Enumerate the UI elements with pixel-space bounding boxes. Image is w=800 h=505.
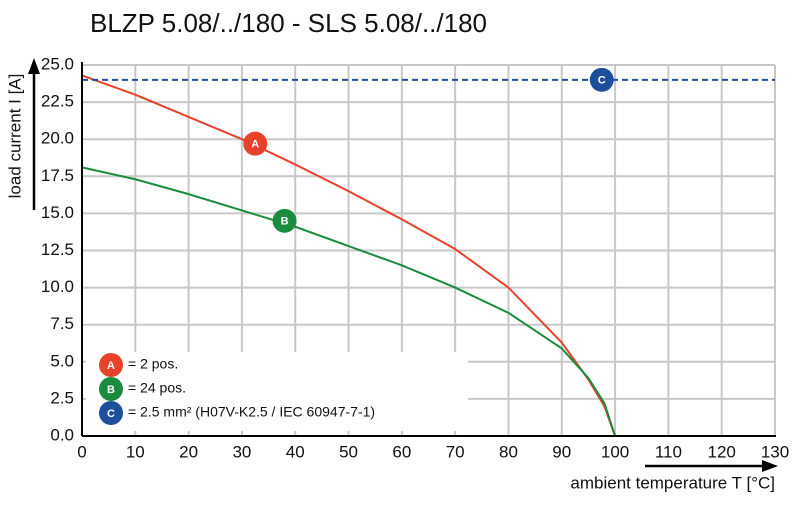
x-tick-label: 0: [77, 442, 86, 461]
curve: [81, 166, 617, 437]
y-tick-label: 25.0: [41, 54, 74, 73]
y-tick-label: 15.0: [41, 203, 74, 222]
legend-label: = 2.5 mm² (H07V-K2.5 / IEC 60947-7-1): [128, 404, 375, 420]
x-tick-label: 30: [232, 442, 251, 461]
x-tick-label: 110: [655, 442, 682, 461]
badge: [243, 131, 268, 156]
y-axis-label: load current I [A]: [5, 74, 24, 199]
axes: [28, 58, 778, 472]
legend-label: = 24 pos.: [128, 380, 186, 396]
x-tick-label: 100: [601, 442, 629, 461]
badge-label: A: [251, 139, 259, 151]
y-tick-label: 2.5: [50, 388, 74, 407]
legend-label: = 2 pos.: [128, 356, 178, 372]
y-tick-label: 10.0: [41, 277, 74, 296]
badge-label: C: [107, 408, 115, 420]
x-tick-label: 20: [179, 442, 198, 461]
x-tick-label: 130: [761, 442, 789, 461]
x-arrow-head: [762, 460, 778, 472]
y-tick-label: 0.0: [50, 425, 74, 444]
badge-label: C: [598, 75, 606, 87]
y-tick-label: 5.0: [50, 351, 74, 370]
x-tick-label: 50: [339, 442, 358, 461]
y-tick-label: 12.5: [41, 240, 74, 259]
y-tick-label: 20.0: [41, 129, 74, 148]
badge: [272, 208, 297, 233]
y-tick-label: 7.5: [50, 314, 74, 333]
x-tick-label: 80: [499, 442, 518, 461]
badge: [589, 67, 614, 92]
badge-label: A: [107, 360, 115, 372]
x-tick-label: 10: [126, 442, 145, 461]
y-arrow-head: [28, 58, 40, 74]
x-tick-label: 40: [286, 442, 305, 461]
plot: ABC: [81, 67, 775, 437]
grid: [81, 64, 776, 437]
x-axis-label: ambient temperature T [°C]: [570, 473, 775, 492]
x-tick-label: 120: [708, 442, 736, 461]
legend-box: [86, 352, 468, 431]
y-tick-label: 22.5: [41, 92, 74, 111]
badge: [99, 353, 123, 377]
x-tick-label: 60: [392, 442, 411, 461]
chart-title: BLZP 5.08/../180 - SLS 5.08/../180: [90, 8, 487, 38]
badge-label: B: [281, 216, 289, 228]
badge-label: B: [107, 384, 115, 396]
badge: [99, 377, 123, 401]
x-tick-label: 70: [446, 442, 465, 461]
badge: [99, 401, 123, 425]
x-tick-label: 90: [552, 442, 571, 461]
legend: A = 2 pos. B = 24 pos. C = 2.5 mm² (H07V-K2.5…: [99, 353, 375, 425]
y-tick-label: 17.5: [41, 166, 74, 185]
